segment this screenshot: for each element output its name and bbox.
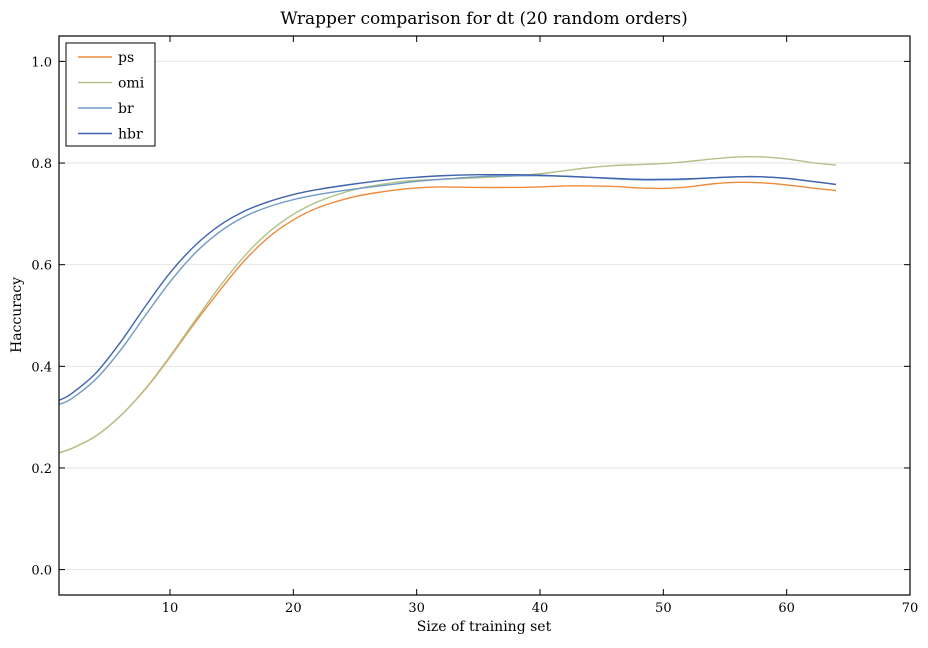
legend-label-omi: omi — [118, 76, 145, 92]
y-tick-label: 0.4 — [31, 360, 52, 375]
y-tick-label: 1.0 — [31, 55, 52, 70]
y-tick-label: 0.6 — [31, 259, 52, 274]
x-axis-label: Size of training set — [417, 619, 552, 635]
y-tick-label: 0.0 — [31, 564, 52, 579]
x-tick-label: 60 — [778, 601, 795, 616]
y-tick-label: 0.2 — [31, 462, 52, 477]
legend-box — [65, 42, 156, 147]
plot-frame — [58, 35, 911, 596]
legend: ps omi br hbr — [65, 42, 156, 147]
series-line-ps — [58, 181, 837, 454]
legend-label-ps: ps — [118, 50, 134, 66]
y-axis-label: Haccuracy — [9, 277, 25, 353]
x-tick-label: 40 — [532, 601, 549, 616]
series-line-br — [58, 174, 837, 406]
legend-label-hbr: hbr — [118, 127, 143, 143]
x-tick-label: 10 — [162, 601, 179, 616]
lines-layer — [58, 155, 837, 454]
ticks-layer: 0.0 0.2 0.4 0.6 0.8 1.0 10 20 30 40 50 60 70 — [31, 36, 918, 616]
series-line-hbr — [58, 173, 837, 401]
legend-label-br: br — [118, 101, 134, 117]
x-tick-label: 70 — [902, 601, 919, 616]
y-tick-label: 0.8 — [31, 157, 52, 172]
chart-title: Wrapper comparison for dt (20 random ord… — [280, 9, 688, 29]
series-line-omi — [58, 155, 837, 454]
grid-layer — [59, 60, 910, 571]
x-tick-label: 30 — [408, 601, 425, 616]
x-tick-label: 20 — [285, 601, 302, 616]
x-tick-label: 50 — [655, 601, 672, 616]
